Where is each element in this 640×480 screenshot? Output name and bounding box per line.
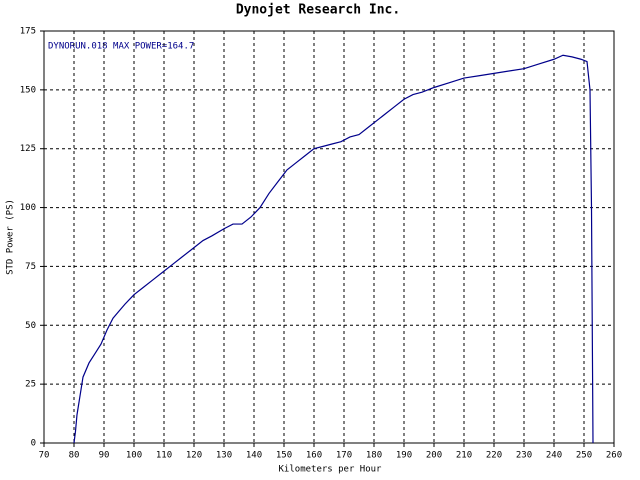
x-tick-label: 80 [69,451,80,461]
x-tick-label: 140 [246,451,262,461]
x-tick-label: 150 [276,451,292,461]
x-tick-label: 160 [306,451,322,461]
x-tick-label: 220 [486,451,502,461]
x-tick-label: 260 [606,451,622,461]
x-tick-label: 200 [426,451,442,461]
x-tick-label: 180 [366,451,382,461]
x-tick-label: 210 [456,451,472,461]
chart-title: Dynojet Research Inc. [236,3,400,18]
y-tick-label: 150 [20,85,36,95]
y-axis-label: STD Power (PS) [6,199,16,275]
y-tick-label: 125 [20,144,36,154]
plot-frame [43,30,615,444]
x-tick-label: 230 [516,451,532,461]
x-tick-label: 110 [156,451,172,461]
y-tick-label: 100 [20,203,36,213]
y-tick-label: 0 [31,439,36,449]
y-tick-label: 175 [20,27,36,37]
y-tick-label: 75 [25,262,36,272]
x-tick-label: 240 [546,451,562,461]
x-tick-label: 190 [396,451,412,461]
x-tick-label: 170 [336,451,352,461]
x-tick-label: 250 [576,451,592,461]
y-tick-label: 25 [25,380,36,390]
x-tick-label: 70 [39,451,50,461]
x-tick-label: 90 [99,451,110,461]
y-tick-label: 50 [25,321,36,331]
x-tick-label: 100 [126,451,142,461]
power-curve [73,54,594,444]
x-tick-label: 120 [186,451,202,461]
x-tick-label: 130 [216,451,232,461]
x-axis-label: Kilometers per Hour [279,465,383,475]
annotation: DYNORUN.018 MAX POWER=164.7 [48,42,194,52]
